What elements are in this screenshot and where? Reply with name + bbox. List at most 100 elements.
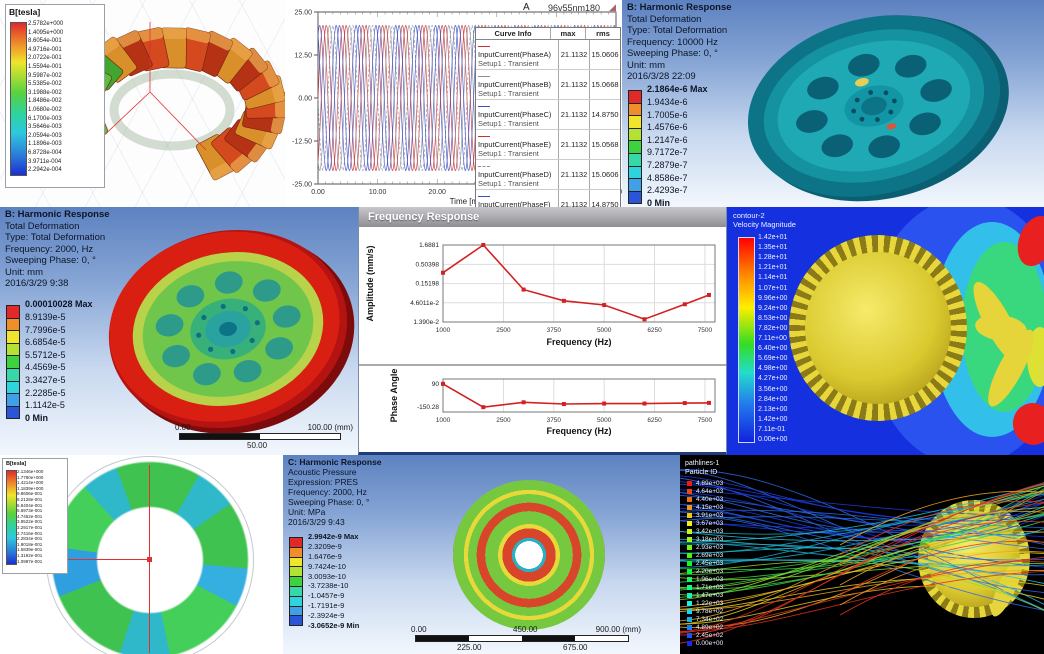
scale-label: 0.00 [175, 423, 191, 432]
legend-value: 5.5712e-5 [25, 349, 66, 360]
stator-segment [211, 127, 256, 173]
x-tick-phase: 5000 [597, 417, 612, 424]
ellipse [219, 321, 237, 337]
rect [442, 378, 716, 413]
legend-value: 1.1896e-003 [28, 141, 62, 148]
ellipse [108, 229, 348, 429]
legend-color-chip [687, 641, 692, 646]
color-swatch [6, 317, 20, 332]
color-swatch [6, 393, 20, 407]
legend-value: 7.2879e-7 [647, 160, 688, 171]
legend-value: 9.8606e-001 [17, 491, 43, 497]
legend-value: 2.69e+03 [696, 552, 724, 559]
window-title-bar[interactable]: Frequency Response [359, 207, 726, 227]
color-swatch [628, 102, 642, 117]
curve-label: InputCurrent(PhaseF) [478, 191, 556, 207]
legend-value: 1.14e+01 [758, 274, 788, 282]
legend-value: 1.0680e-002 [28, 107, 62, 113]
stator-segment [224, 119, 271, 163]
x-tick-amplitude: 2500 [496, 327, 511, 334]
acoustic-disc-render [453, 480, 605, 630]
lightening-hole [920, 79, 952, 102]
legend-value: 3.56e+00 [758, 385, 788, 393]
color-swatch [628, 178, 642, 192]
legend-value: 3.91e+03 [696, 512, 724, 519]
legend-value: 7.11e+00 [758, 335, 787, 342]
x-tick-phase: 2500 [496, 417, 511, 424]
legend-value: 9.7424e-10 [308, 561, 346, 571]
legend-value: 6.8728e-004 [28, 150, 62, 156]
amplitude-x-axis-label: Frequency (Hz) [546, 337, 611, 347]
curve-name: InputCurrent(PhaseD) [478, 170, 552, 179]
legend-value: 4.98e+00 [758, 365, 788, 373]
color-scale-bar [10, 22, 27, 176]
frequency-response-window: Frequency Response 1.6881 0.50398 0.15198 4… [358, 207, 727, 455]
curve-setup: Setup1 : Transient [478, 89, 539, 98]
rect [224, 119, 271, 163]
lightening-hole [868, 135, 900, 159]
legend-value: 6.40e+00 [758, 345, 788, 353]
pressure-legend: 2.9942e-9 Max 2.3209e-9 1.6476e-9 9.7424e-1… [289, 531, 399, 631]
curve-name: InputCurrent(PhaseC) [478, 110, 552, 119]
legend-value: 3.3427e-5 [25, 375, 66, 386]
x-tick-phase: 1000 [436, 417, 451, 424]
bolt-hole [883, 90, 889, 96]
header-line: Type: Total Deformation [5, 232, 106, 243]
phase-tick: -150.28 [417, 404, 439, 411]
header-line: 2016/3/29 9:38 [5, 278, 69, 289]
legend-value: 0 Min [25, 412, 49, 423]
legend-value: -1.7191e-9 [308, 600, 345, 610]
rect [234, 110, 281, 150]
legend-value: 3.9522e-001 [17, 519, 43, 525]
legend-value: 2.3209e-9 [308, 542, 342, 552]
max-value: 21.1132 [558, 70, 589, 99]
legend-color-chip [687, 513, 692, 518]
curve-label: InputCurrent(PhaseD) [478, 161, 556, 179]
header-line: Total Deformation [627, 13, 702, 25]
stator-segment [136, 27, 170, 72]
legend-value: 7.82e+00 [758, 324, 788, 332]
header-line: Unit: MPa [288, 507, 326, 517]
lightening-hole [176, 285, 205, 308]
legend-value: 1.47e+03 [696, 592, 724, 599]
amplitude-tick: 0.50398 [416, 261, 440, 268]
legend-value: 4.40e+03 [696, 496, 724, 503]
scale-label: 225.00 [457, 643, 482, 652]
axis-line-horizontal [48, 559, 152, 560]
legend-color-chip [687, 617, 692, 622]
rect [227, 38, 253, 61]
amplitude-curve-marker [481, 243, 486, 247]
stator-core [109, 69, 235, 151]
legend-value: 6.8404e-001 [17, 502, 43, 508]
phase-curve-marker [682, 401, 687, 406]
legend-value: 1.21e+01 [758, 264, 788, 272]
amplitude-curve-marker [602, 303, 607, 308]
legend-value: -2.3924e-9 [308, 610, 345, 620]
lightening-hole [162, 344, 191, 368]
rect [196, 134, 237, 181]
table-row: InputCurrent(PhaseA) Setup1 : Transient 21… [476, 40, 620, 70]
ellipse [132, 252, 324, 406]
ellipse [855, 77, 869, 87]
panel-maxwell-stator: B[tesla] 2.5782e+000 1.4095e+000 8.6054e-0… [0, 0, 285, 207]
legend-value: 2.93e+03 [696, 544, 724, 551]
lightening-hole [233, 359, 262, 383]
legend-value: 4.89e+02 [696, 624, 724, 631]
legend-color-chip [687, 633, 692, 638]
axis-origin-marker [147, 557, 152, 562]
rect [193, 30, 233, 77]
legend-value: 9.96e+00 [758, 294, 788, 302]
legend-value: 2.4293e-7 [647, 185, 688, 196]
legend-value: 4.27e+00 [758, 375, 788, 383]
gear-render [789, 235, 967, 421]
field-legend: B[tesla] 2.5782e+000 1.4095e+000 8.6054e-0… [5, 4, 105, 188]
field-legend: B[tesla] 2.1346e+000 1.7780e+000 1.4214e+0… [2, 458, 68, 574]
panel-corner-icon[interactable]: ◢ [609, 2, 616, 12]
legend-value: -3.0652e-9 Min [308, 620, 360, 630]
legend-value: 5.69e+00 [758, 355, 788, 363]
ellipse [142, 261, 314, 397]
curve-line-sample [478, 75, 490, 77]
legend-value: 4.4569e-5 [25, 362, 66, 373]
phase-curve-marker [521, 400, 526, 405]
rms-value: 14.8750 [589, 190, 620, 207]
